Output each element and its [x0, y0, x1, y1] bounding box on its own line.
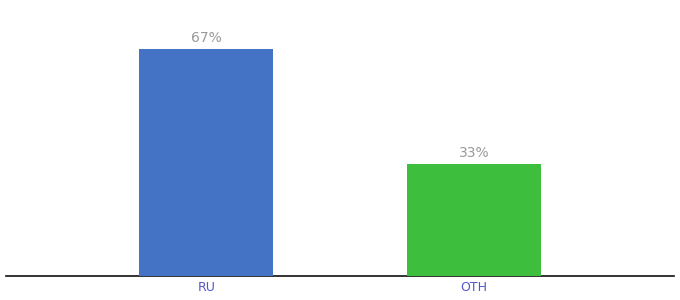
Bar: [139, 50, 273, 276]
Text: 67%: 67%: [191, 32, 222, 45]
Bar: [407, 164, 541, 276]
Text: 33%: 33%: [458, 146, 489, 160]
